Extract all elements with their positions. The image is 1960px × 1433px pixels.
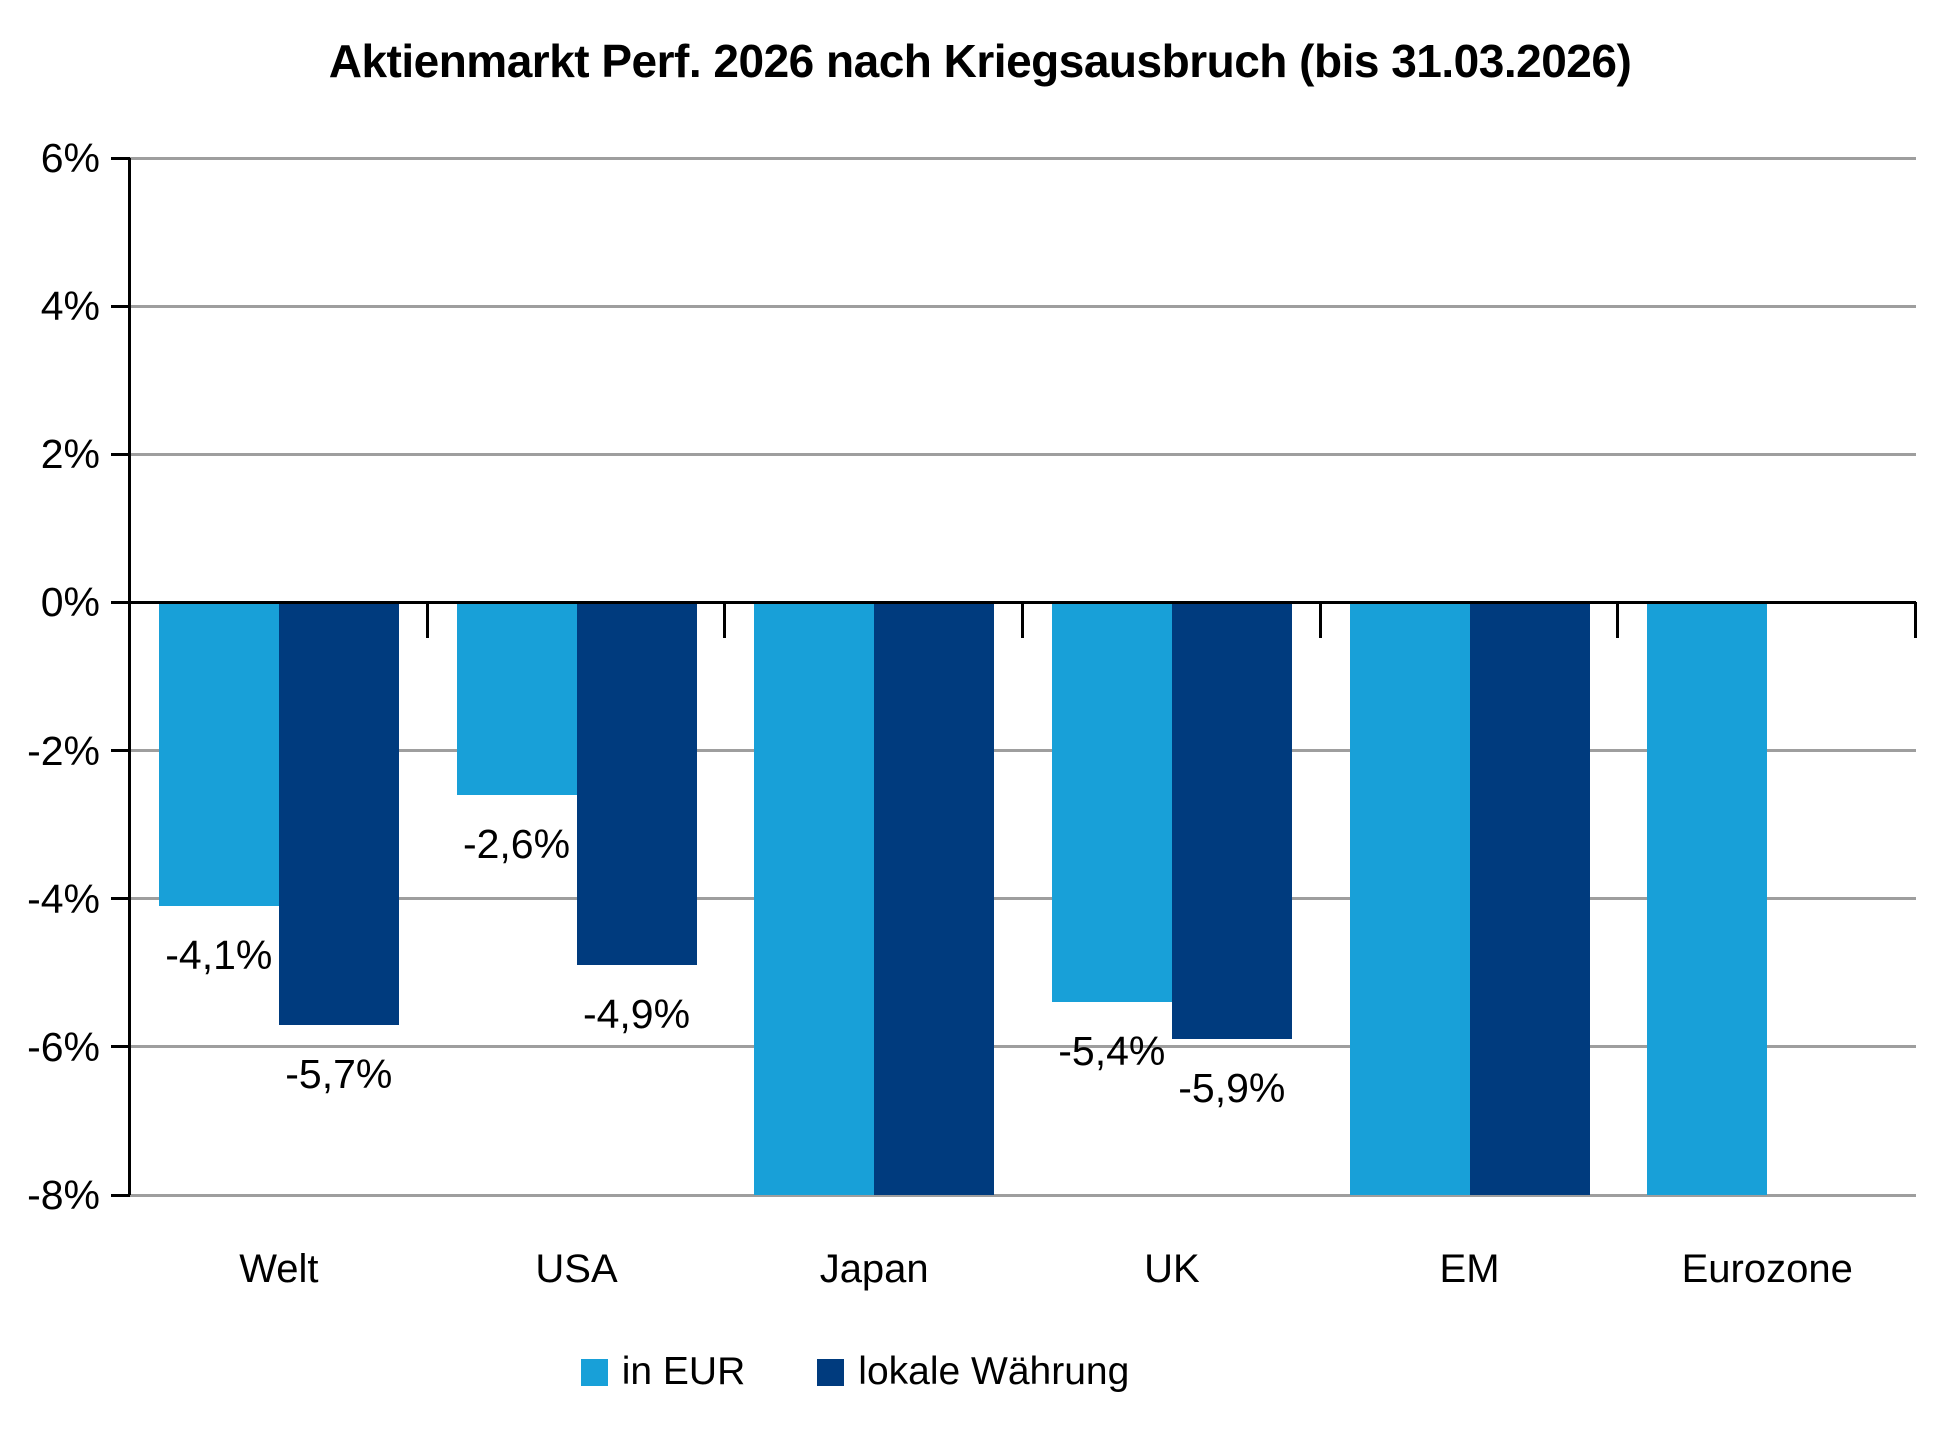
y-axis-label--8%: -8% [27, 1172, 100, 1218]
bar-data-label-uk-eur: -5,4% [1058, 1028, 1166, 1075]
gridline-6% [130, 156, 1916, 160]
bar-uk-local [1171, 602, 1292, 1040]
gridline--6% [130, 1045, 1916, 1049]
gridline-4% [130, 304, 1916, 308]
x-axis-label-usa: USA [535, 1247, 618, 1291]
y-axis-tick-0% [111, 600, 130, 604]
x-axis-category-labels: Welt USA Japan UK EM Eurozone [130, 1243, 1916, 1295]
y-axis-line [128, 158, 131, 1195]
y-axis-label-2%: 2% [40, 431, 100, 478]
y-axis-tick--2% [111, 749, 130, 753]
legend-swatch-lokale-waehrung [817, 1358, 845, 1386]
x-axis-boundary-tick-2 [723, 602, 727, 639]
legend-swatch-in-eur [580, 1358, 608, 1386]
bar-usa-eur [456, 602, 577, 795]
gridline-2% [130, 452, 1916, 456]
gridline--4% [130, 897, 1916, 901]
bar-data-label-welt-eur: -4,1% [165, 932, 273, 979]
y-axis-label--2%: -2% [27, 727, 100, 774]
x-axis-label-welt: Welt [239, 1247, 319, 1291]
bar-em-local [1469, 602, 1590, 1195]
bar-uk-eur [1051, 602, 1172, 1003]
y-axis-label-0%: 0% [40, 579, 100, 626]
x-axis-label-uk: UK [1144, 1247, 1200, 1291]
gridline--8% [130, 1193, 1916, 1197]
x-axis-label-eurozone: Eurozone [1681, 1247, 1853, 1291]
legend-label-lokale-waehrung: lokale Währung [858, 1350, 1130, 1393]
x-axis-boundary-tick-5 [1616, 602, 1620, 639]
bar-data-label-welt-local: -5,7% [285, 1050, 393, 1097]
y-axis-tick--4% [111, 897, 130, 901]
y-axis-label-6%: 6% [40, 135, 100, 181]
bar-welt-eur [158, 602, 279, 907]
x-axis-boundary-tick-6 [1914, 602, 1917, 639]
x-axis-boundary-tick-4 [1318, 602, 1322, 639]
legend-label-in-eur: in EUR [621, 1350, 746, 1393]
bar-usa-local [576, 602, 697, 966]
y-axis-tick-4% [111, 304, 130, 308]
y-axis-label--6%: -6% [27, 1023, 100, 1070]
bar-welt-local [278, 602, 399, 1025]
plot-area: 6% 4% 2% 0% -2% -4% -6% -8% -4,1% -2,6% -5,4% -5,7%… [27, 136, 1917, 1217]
y-axis-label-4%: 4% [40, 283, 100, 330]
bar-japan-eur [754, 602, 875, 1195]
x-axis-label-japan: Japan [819, 1247, 929, 1291]
chart-title: Aktienmarkt Perf. 2026 nach Kriegsausbru… [328, 35, 1632, 87]
y-axis-tick--6% [111, 1045, 130, 1049]
bar-em-eur [1349, 602, 1470, 1195]
y-axis-tick-2% [111, 452, 130, 456]
legend: in EUR lokale Währung [0, 1352, 1835, 1392]
bar-eurozone-eur [1647, 602, 1768, 1195]
bar-data-label-uk-local: -5,9% [1178, 1065, 1286, 1112]
bar-japan-local [874, 602, 995, 1195]
legend-item-lokale-waehrung: lokale Währung [817, 1352, 1129, 1392]
x-axis-label-em: EM [1439, 1247, 1500, 1291]
gridline--2% [130, 749, 1916, 753]
legend-item-in-eur: in EUR [580, 1350, 746, 1393]
y-axis-tick-6% [111, 156, 130, 160]
y-axis-label--4%: -4% [27, 875, 100, 922]
x-axis-boundary-tick-1 [425, 602, 429, 639]
y-axis-tick--8% [111, 1193, 130, 1197]
x-axis-boundary-tick-3 [1021, 602, 1024, 639]
bar-data-label-usa-local: -4,9% [582, 991, 691, 1038]
bar-data-label-usa-eur: -2,6% [462, 821, 571, 867]
